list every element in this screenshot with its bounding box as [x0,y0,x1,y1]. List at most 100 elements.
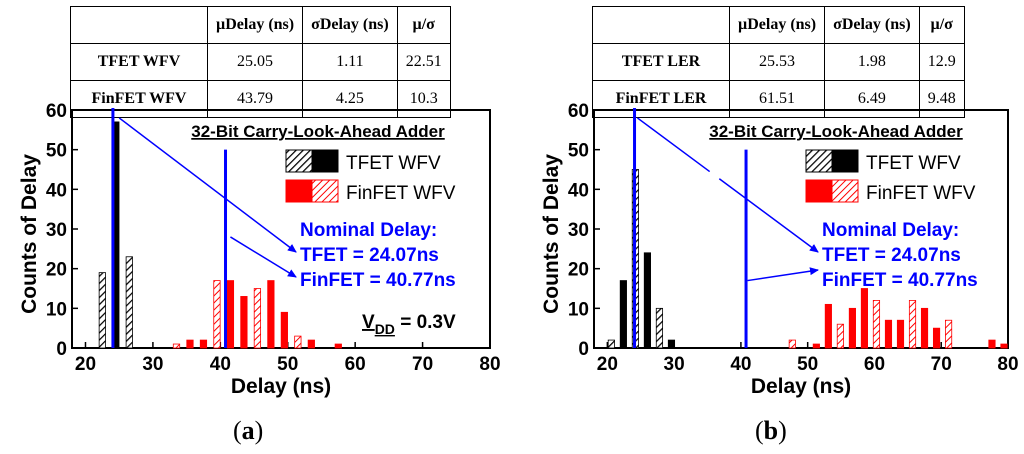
finfet-bar [920,307,929,349]
chart-panel-a: 20 30 40 50 60 70 80 0 10 20 30 40 50 60 Delay (ns) Cou… [18,101,501,398]
legend-label-finfet: FinFET WFV [866,183,976,204]
finfet-bar [824,303,832,349]
x-tick-label: 40 [210,354,231,375]
finfet-bar [884,319,893,349]
finfet-bar [280,311,288,349]
chart-title: 32-Bit Carry-Look-Ahead Adder [709,122,963,141]
legend-swatch-tfet [831,149,859,173]
cell-ratio: 22.51 [396,43,451,81]
table-row: TFET WFV 25.05 1.11 22.51 [70,43,451,81]
finfet-bar [307,339,315,349]
y-tick-label: 60 [568,101,589,122]
y-tick-label: 10 [568,299,589,320]
nominal-delay-title: Nominal Delay: [300,220,437,241]
finfet-bar [872,299,881,349]
cell-sigma: 1.98 [824,43,920,81]
cell-mu: 43.79 [206,80,304,118]
x-tick-label: 50 [797,354,818,375]
finfet-bar [932,327,941,349]
tfet-bar [643,252,651,349]
finfet-bar [896,319,905,349]
y-tick-label: 10 [46,299,67,320]
chart-panel-b: 20 30 40 50 60 70 80 0 10 20 30 40 50 60 Delay (ns) Cou… [540,101,1019,398]
finfet-bar [213,280,221,349]
finfet-bar [788,339,796,349]
finfet-bar [186,339,194,349]
legend-swatch-finfet [831,179,859,203]
legend-swatch-finfet [285,179,313,203]
y-tick-label: 0 [578,339,589,360]
finfet-bar [1000,343,1008,349]
finfet-bar [253,288,262,349]
cell-ratio: 12.9 [918,43,965,81]
legend-label-finfet: FinFET WFV [346,183,456,204]
table-row: FinFET WFV 43.79 4.25 10.3 [70,80,451,118]
finfet-bar [267,280,275,349]
finfet-bar [294,335,302,349]
x-axis-label: Delay (ns) [751,375,851,398]
y-tick-label: 30 [568,220,589,241]
y-axis-label: Counts of Delay [18,154,41,314]
finfet-bar [812,343,820,349]
legend-label-tfet: TFET WFV [346,153,441,174]
finfet-bar [944,319,953,349]
x-axis-label: Delay (ns) [231,375,331,398]
x-tick-label: 20 [75,354,96,375]
header-mu: µDelay (ns) [728,6,826,44]
finfet-bar [860,288,869,349]
cell-mu: 61.51 [728,80,826,118]
finfet-bar [836,323,844,349]
tfet-bar [98,272,106,349]
y-tick-label: 30 [46,220,67,241]
nominal-delay-finfet: FinFET = 40.77ns [822,270,978,291]
x-tick-label: 70 [412,354,433,375]
arrow-finfet [747,267,819,282]
x-tick-label: 60 [345,354,366,375]
header-sigma: σDelay (ns) [824,6,920,44]
nominal-delay-title: Nominal Delay: [822,220,959,241]
y-tick-label: 40 [568,180,589,201]
x-tick-label: 30 [142,354,163,375]
legend-swatch-tfet [805,149,833,173]
x-tick-label: 20 [597,354,618,375]
finfet-bar [240,296,248,349]
cell-mu: 25.53 [728,43,826,81]
cell-sigma: 1.11 [302,43,398,81]
y-tick-label: 20 [568,260,589,281]
finfet-bar [908,299,917,349]
legend-swatch-finfet [311,179,339,203]
y-tick-label: 0 [56,339,67,360]
table-row: FinFET LER 61.51 6.49 9.48 [592,80,965,118]
header-ratio: µ/σ [396,6,451,44]
finfet-bar [226,280,235,349]
nominal-delay-finfet: FinFET = 40.77ns [300,270,456,291]
vdd-label: VDD = 0.3V [362,312,456,337]
nominal-delay-tfet: TFET = 24.07ns [300,245,439,266]
legend-swatch-tfet [285,149,313,173]
tfet-bar [667,339,676,349]
tfet-bar [655,307,664,349]
stats-table-a: µDelay (ns) σDelay (ns) µ/σ TFET WFV 25.… [70,6,451,118]
finfet-bar [988,339,996,349]
cell-ratio: 9.48 [918,80,965,118]
panel-label-a: (a) [233,416,264,445]
arrow-finfet [230,236,297,278]
chart-title: 32-Bit Carry-Look-Ahead Adder [191,122,445,141]
finfet-bar [199,339,208,349]
cell-ratio: 10.3 [396,80,451,118]
cell-mu: 25.05 [206,43,304,81]
x-tick-label: 60 [864,354,885,375]
finfet-bar [172,343,181,349]
y-tick-label: 60 [46,101,67,122]
nominal-delay-tfet: TFET = 24.07ns [822,245,961,266]
y-axis-label: Counts of Delay [540,154,563,314]
tfet-bar [607,339,615,349]
finfet-bar [334,343,342,349]
tfet-bar [125,256,133,349]
y-tick-label: 50 [46,141,67,162]
x-tick-label: 40 [730,354,751,375]
arrow-tfet [118,117,297,253]
legend-swatch-finfet [805,179,833,203]
legend-label-tfet: TFET WFV [866,153,961,174]
